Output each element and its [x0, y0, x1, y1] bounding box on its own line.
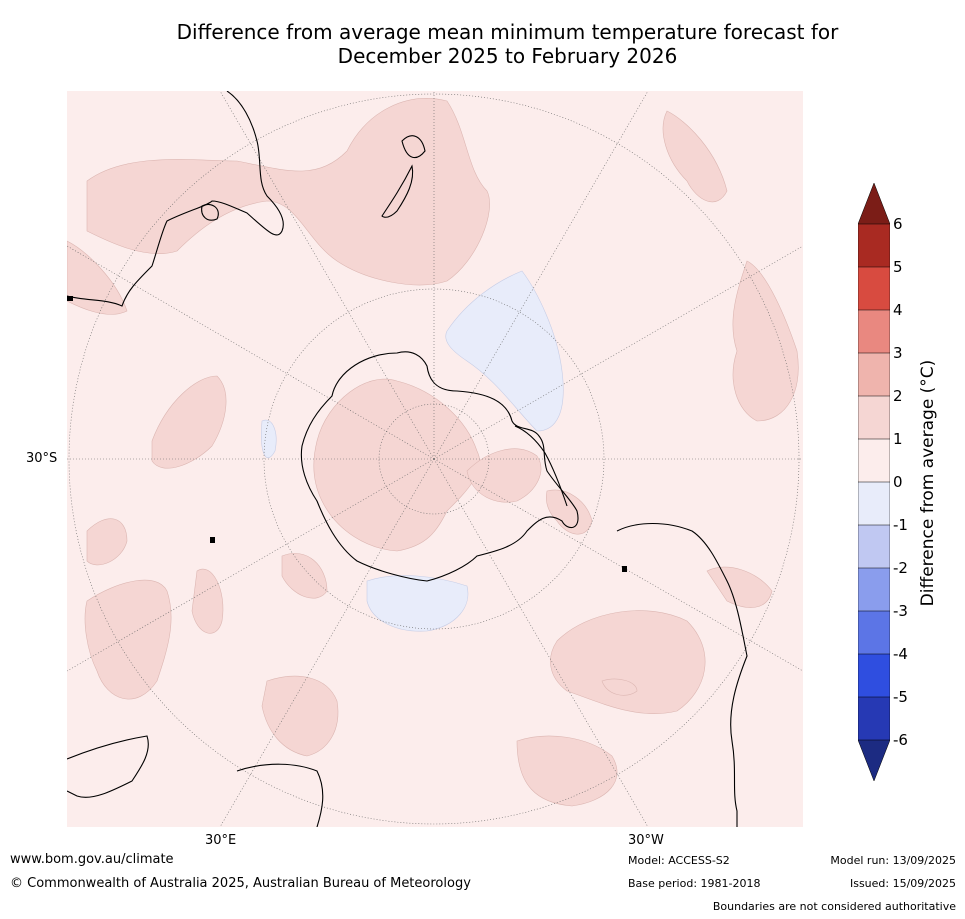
anomaly-south-center-2: [281, 553, 328, 599]
small-islands: [67, 296, 627, 572]
colorbar-tick-m1: -1: [893, 516, 908, 534]
cool-anomaly-pacific: [445, 270, 564, 432]
base-period: Base period: 1981-2018: [628, 877, 761, 890]
colorbar: [858, 183, 890, 781]
map-title: Difference from average mean minimum tem…: [0, 20, 965, 68]
colorbar-segment-m1-0: [858, 482, 890, 525]
meridian-60e: [67, 458, 435, 672]
coastline-new-zealand-south: [381, 164, 414, 218]
anomaly-south-lower: [516, 735, 618, 807]
map-canvas: [67, 91, 803, 827]
website-link[interactable]: www.bom.gov.au/climate: [10, 852, 174, 867]
model-run-date: Model run: 13/09/2025: [830, 854, 956, 867]
anomaly-australia-region: [86, 98, 490, 286]
coastline-tasmania: [201, 203, 219, 221]
colorbar-segment-m2-m1: [858, 525, 890, 568]
coastline-south-america: [616, 523, 748, 827]
warm-anomaly-regions: [67, 98, 799, 807]
meridian-60w: [433, 458, 803, 672]
title-line-2: December 2025 to February 2026: [337, 44, 678, 68]
model-name: Model: ACCESS-S2: [628, 854, 730, 867]
colorbar-segment-m5-m4: [858, 654, 890, 697]
cool-anomaly-ross-sea: [366, 575, 469, 632]
colorbar-segment-4-5: [858, 267, 890, 310]
lat-label-30s: 30°S: [26, 451, 58, 466]
cool-anomaly-regions: [261, 270, 564, 632]
anomaly-south-america-north: [662, 110, 728, 203]
coastlines: [67, 91, 748, 827]
anomaly-southwest-1: [86, 518, 128, 566]
anomaly-west-edge: [67, 240, 128, 315]
coastline-antarctic-peninsula: [514, 425, 568, 507]
colorbar-tick-6: 6: [893, 215, 903, 233]
colorbar-outlines: [858, 183, 890, 781]
colorbar-tick-m3: -3: [893, 602, 908, 620]
anomaly-south-center-1: [191, 568, 224, 634]
coastline-australia: [67, 91, 284, 307]
anomaly-southwest-2: [84, 579, 172, 700]
island-west-edge: [67, 296, 73, 301]
latitude-circle-60s: [263, 288, 605, 630]
anomaly-antarctica: [313, 378, 480, 552]
anomaly-southeast-small: [601, 678, 638, 696]
colorbar-segment-2-3: [858, 353, 890, 396]
copyright-text: © Commonwealth of Australia 2025, Austra…: [10, 876, 471, 891]
meridian-30e: [219, 458, 435, 827]
coastline-madagascar: [236, 763, 324, 827]
anomaly-south-center-3: [261, 675, 339, 757]
colorbar-segment-m3-m2: [858, 568, 890, 611]
coastline-africa: [67, 735, 149, 798]
coastline-new-zealand-north: [401, 135, 426, 159]
anomaly-cape-region: [706, 566, 773, 608]
colorbar-tick-3: 3: [893, 344, 903, 362]
colorbar-segment-5-6: [858, 224, 890, 267]
meridian-150e: [219, 91, 435, 460]
colorbar-lower-arrow: [858, 740, 890, 781]
meridian-30w: [433, 458, 649, 827]
island-kerguelen: [210, 537, 215, 543]
colorbar-tick-m6: -6: [893, 731, 908, 749]
graticule: [67, 91, 803, 827]
anomaly-atlantic-east: [732, 260, 799, 422]
colorbar-segment-3-4: [858, 310, 890, 353]
colorbar-tick-2: 2: [893, 387, 903, 405]
colorbar-tick-5: 5: [893, 258, 903, 276]
anomaly-weddell: [466, 448, 542, 503]
colorbar-tick-m4: -4: [893, 645, 908, 663]
colorbar-tick-1: 1: [893, 430, 903, 448]
anomaly-peninsula-east: [546, 489, 593, 535]
meridian-120w: [433, 245, 803, 460]
colorbar-tick-m5: -5: [893, 688, 908, 706]
cool-anomaly-west-coast: [261, 419, 277, 458]
colorbar-segment-0-1: [858, 439, 890, 482]
island-south-georgia: [622, 566, 627, 572]
colorbar-segment-m6-m5: [858, 697, 890, 740]
colorbar-tick-m2: -2: [893, 559, 908, 577]
lon-label-30w: 30°W: [628, 833, 664, 848]
title-line-1: Difference from average mean minimum tem…: [176, 20, 839, 44]
boundary-disclaimer: Boundaries are not considered authoritat…: [712, 900, 956, 913]
map-panel: [67, 91, 803, 827]
colorbar-tick-0: 0: [893, 473, 903, 491]
anomaly-south-america-south: [550, 610, 706, 715]
meridian-150w: [433, 91, 649, 460]
issued-date: Issued: 15/09/2025: [849, 877, 956, 890]
anomaly-indian-ocean: [151, 375, 227, 469]
colorbar-segment-1-2: [858, 396, 890, 439]
colorbar-tick-4: 4: [893, 301, 903, 319]
lon-label-30e: 30°E: [205, 833, 237, 848]
latitude-circle-30s: [68, 93, 800, 825]
coastline-antarctica: [300, 351, 579, 582]
colorbar-upper-arrow: [858, 183, 890, 224]
colorbar-segment-m4-m3: [858, 611, 890, 654]
colorbar-label: Difference from average (°C): [918, 359, 938, 607]
